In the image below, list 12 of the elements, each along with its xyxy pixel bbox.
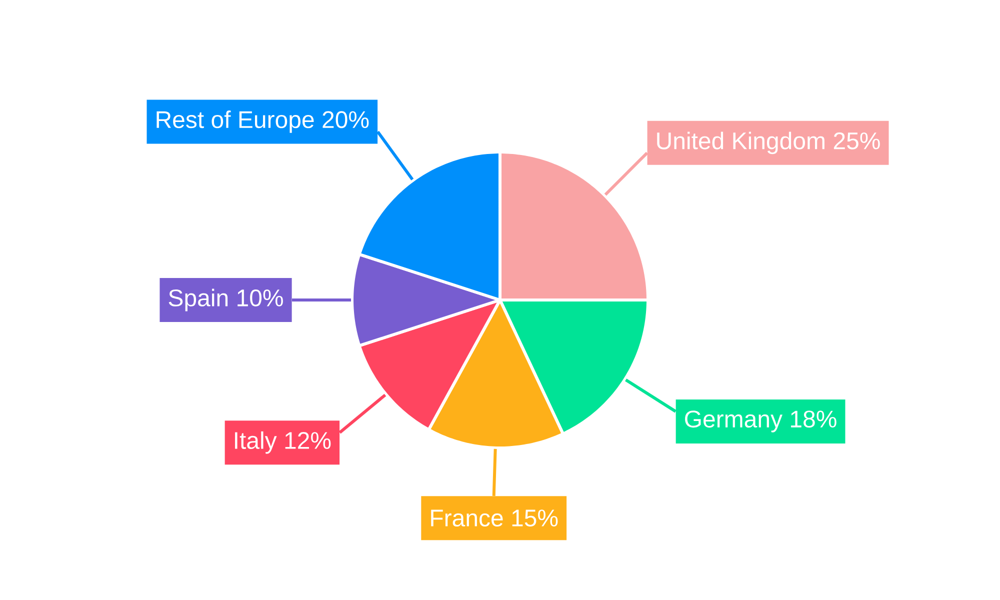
data-label: 12% — [285, 432, 331, 449]
data-label: 18% — [791, 410, 836, 428]
data-label: 15% — [512, 510, 558, 527]
data-label: 25% — [834, 132, 880, 150]
data-label: 20% — [322, 111, 369, 128]
slice-label: Italy — [235, 431, 277, 454]
slice-label: United Kingdom — [657, 132, 824, 154]
slice-label: Germany — [685, 410, 782, 432]
slice-label: France — [431, 510, 503, 527]
slice-label: Rest of Europe — [156, 110, 314, 133]
data-label: 10% — [238, 289, 283, 306]
slice-label: Spain — [168, 288, 228, 312]
